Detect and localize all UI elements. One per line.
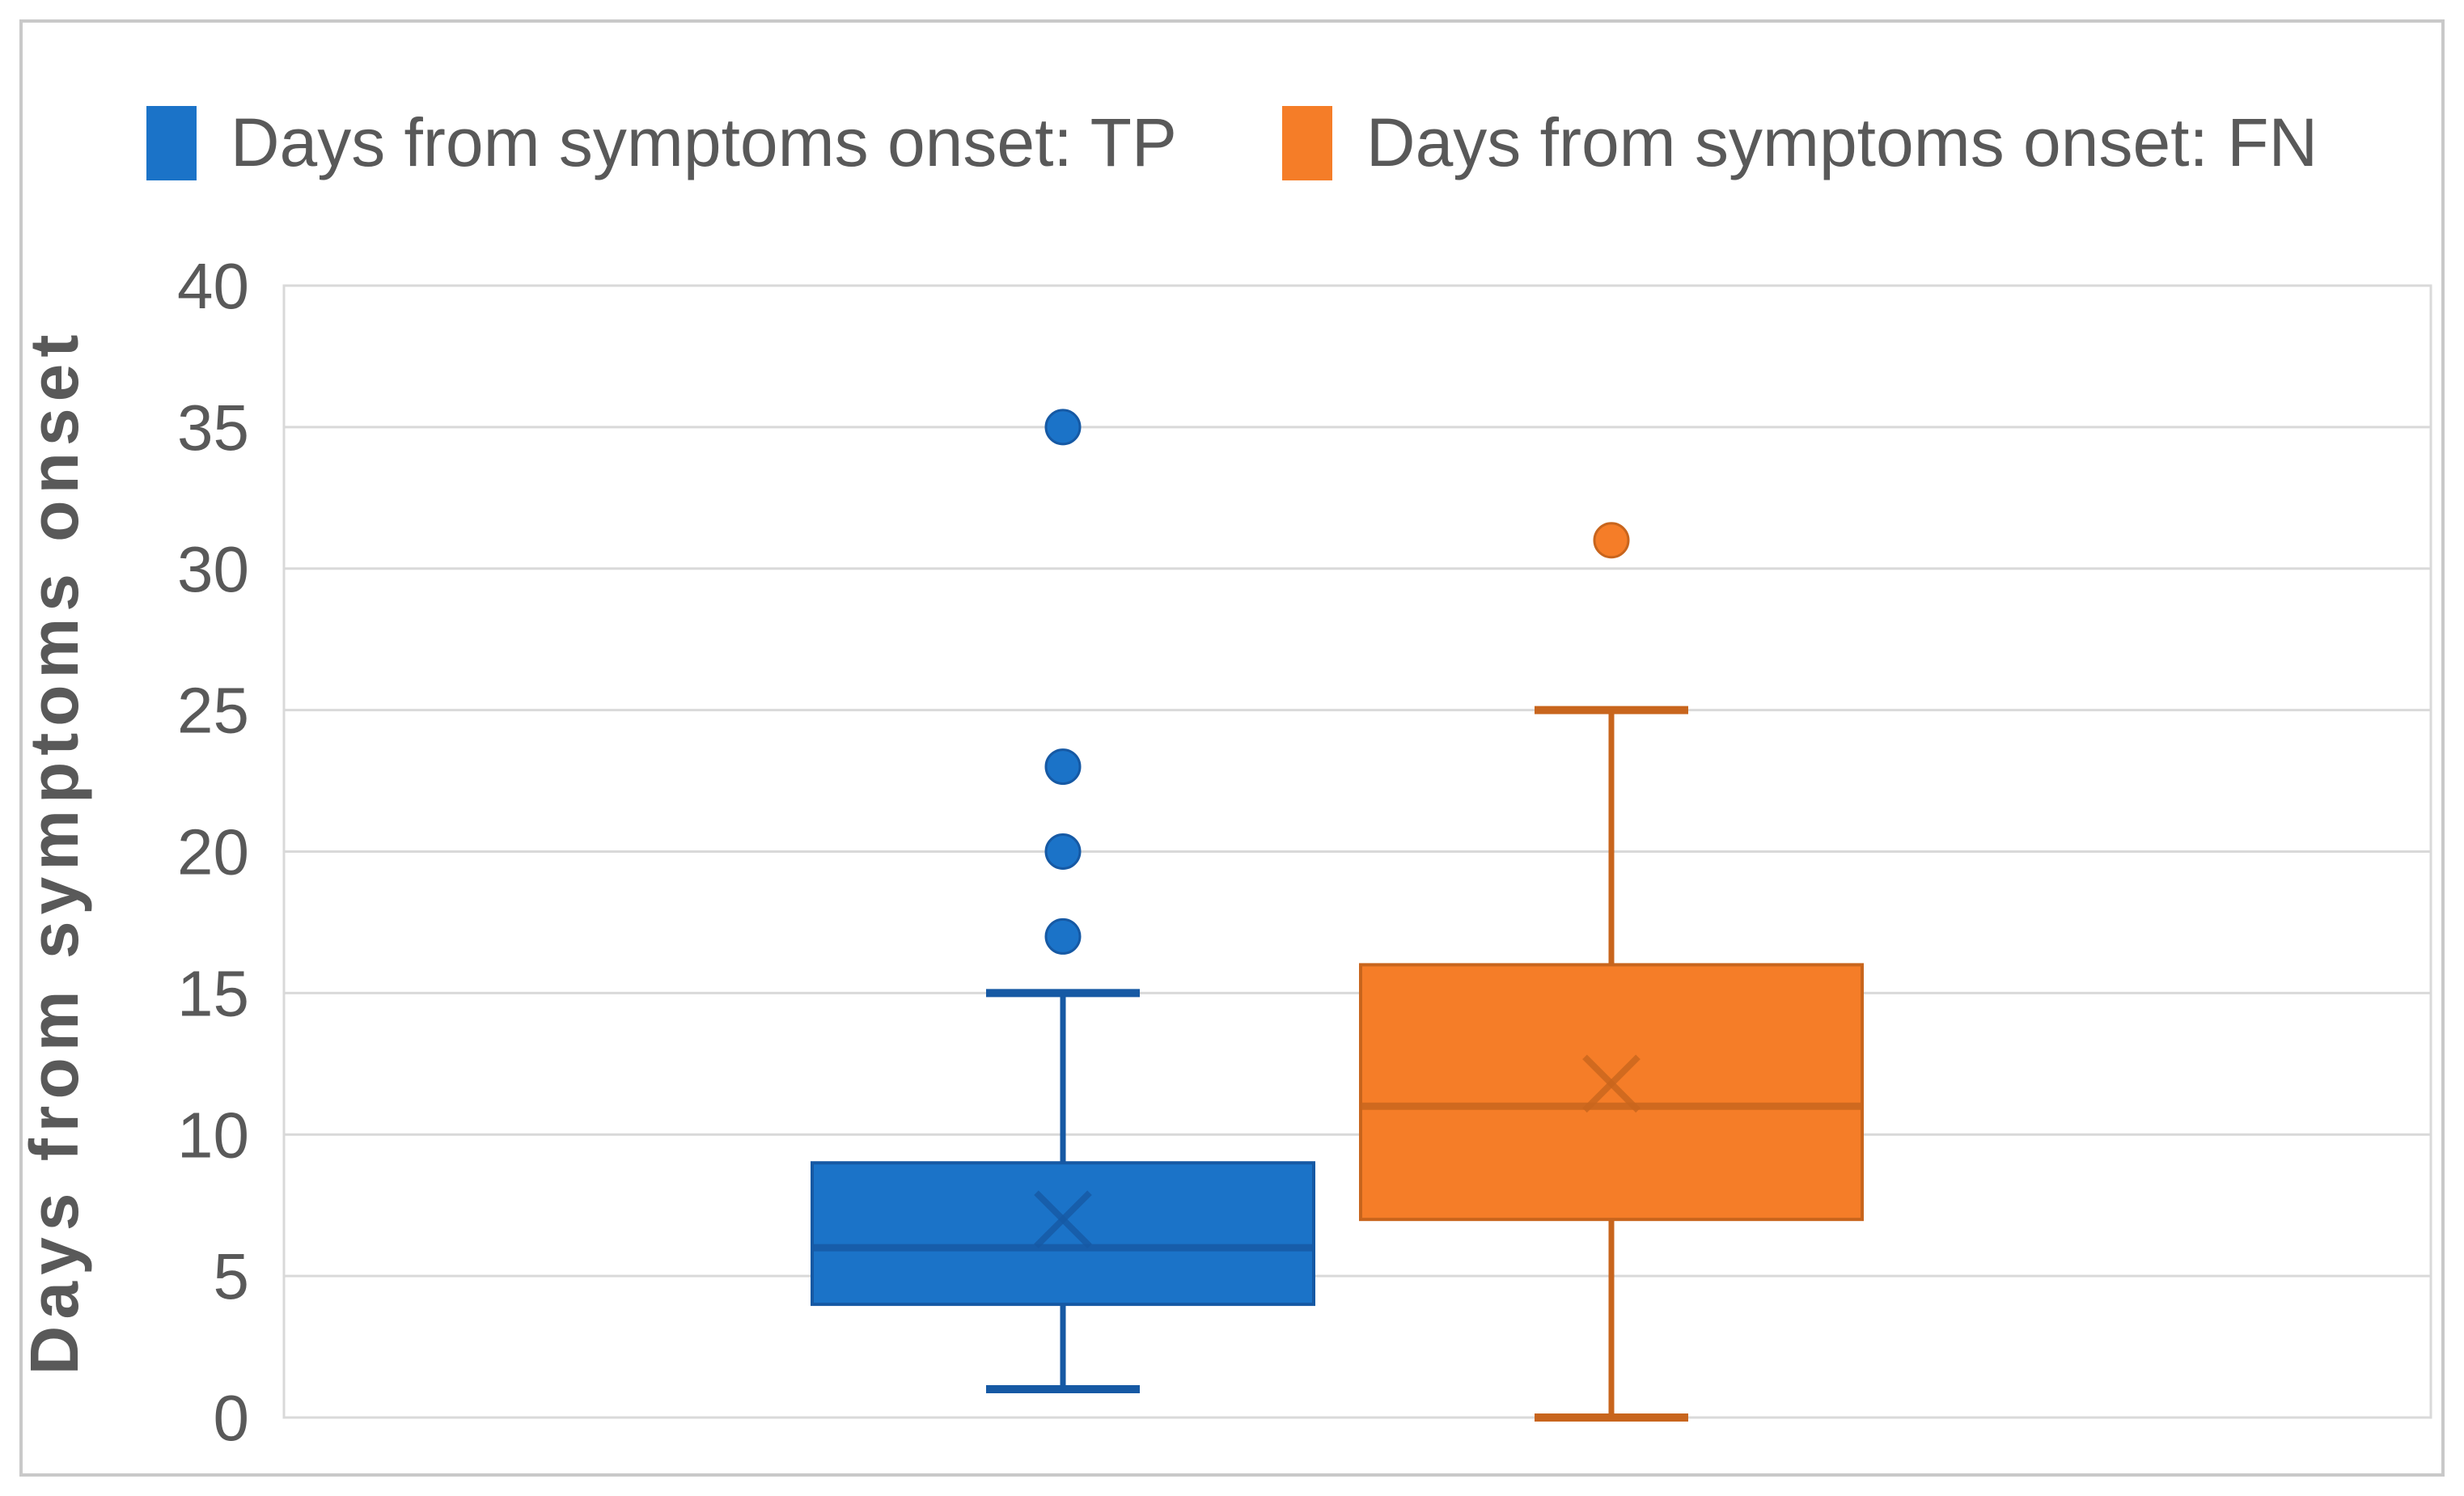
y-tick-label: 40 <box>177 250 249 322</box>
box-series-tp <box>811 409 1315 1394</box>
y-tick-label: 35 <box>177 392 249 464</box>
outlier-point-tp <box>1044 748 1082 786</box>
y-tick-label: 10 <box>177 1099 249 1171</box>
mean-marker-tp <box>1034 1190 1092 1249</box>
outlier-point-tp <box>1044 833 1082 870</box>
outlier-point-fn <box>1593 522 1630 559</box>
legend-swatch-fn <box>1281 105 1332 180</box>
box-series-fn <box>1359 522 1864 1422</box>
y-tick-label: 15 <box>177 957 249 1029</box>
y-tick-label: 0 <box>214 1382 250 1454</box>
y-tick-label: 25 <box>177 675 249 747</box>
legend-label-tp: Days from symptoms onset: TP <box>230 104 1177 180</box>
chart-legend: Days from symptoms onset: TP Days from s… <box>0 104 2464 182</box>
y-tick-label: 30 <box>177 533 249 605</box>
legend-item-fn: Days from symptoms onset: FN <box>1281 104 2318 182</box>
legend-swatch-tp <box>146 105 197 180</box>
y-tick-label: 20 <box>177 816 249 888</box>
outlier-point-tp <box>1044 409 1082 446</box>
plot-border <box>282 284 2432 1419</box>
mean-marker-fn <box>1582 1054 1641 1113</box>
y-tick-label: 5 <box>214 1240 250 1312</box>
legend-label-fn: Days from symptoms onset: FN <box>1365 104 2318 180</box>
box-tp <box>811 1161 1315 1307</box>
outlier-point-tp <box>1044 918 1082 955</box>
legend-item-tp: Days from symptoms onset: TP <box>146 104 1177 182</box>
box-fn <box>1359 963 1864 1222</box>
y-axis-title: Days from symptoms onset <box>16 328 92 1375</box>
